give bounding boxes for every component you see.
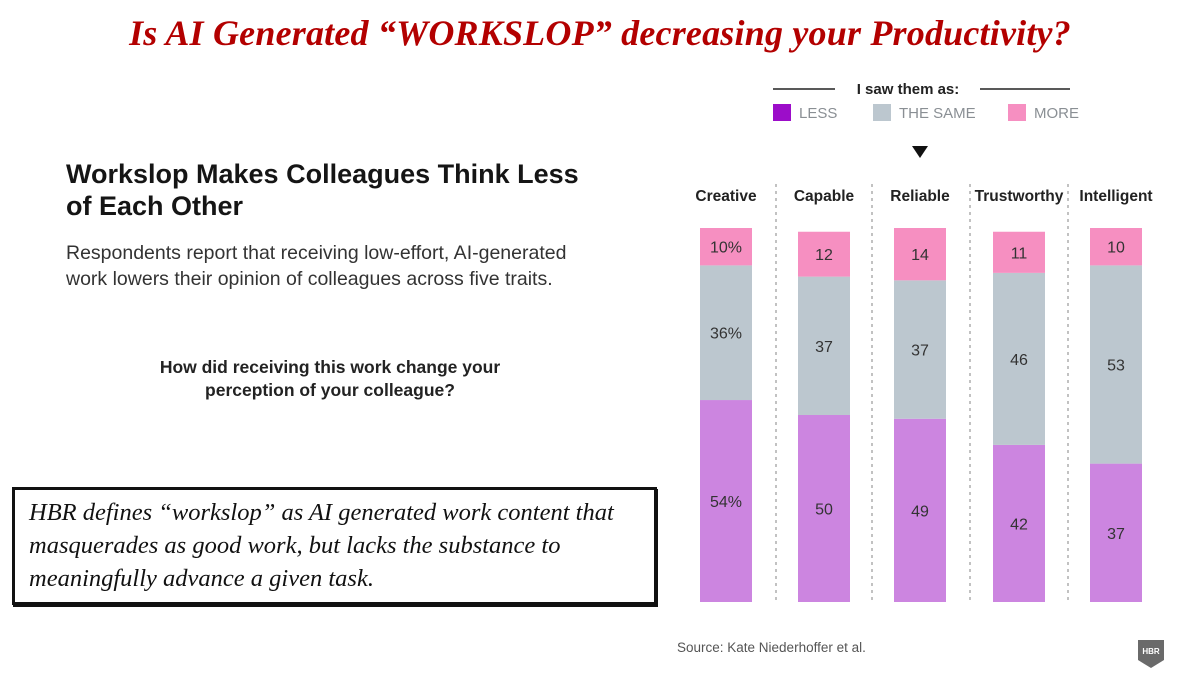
bar-capable-more xyxy=(798,231,850,277)
data-label-reliable-less: 49 xyxy=(911,503,929,520)
category-label-intelligent: Intelligent xyxy=(1079,188,1152,205)
data-label-trustworthy-the-same: 46 xyxy=(1010,352,1028,369)
bar-trustworthy-the-same xyxy=(993,272,1045,445)
bar-intelligent-the-same xyxy=(1090,265,1142,464)
source-note: Source: Kate Niederhoffer et al. xyxy=(677,640,866,655)
definition-callout: HBR defines “workslop” as AI generated w… xyxy=(12,487,657,605)
chart-subtitle: Respondents report that receiving low-ef… xyxy=(66,242,567,290)
data-label-intelligent-less: 37 xyxy=(1107,526,1125,543)
data-label-capable-less: 50 xyxy=(815,502,833,519)
hbr-logo: HBR xyxy=(1138,640,1164,668)
data-label-intelligent-the-same: 53 xyxy=(1107,358,1125,375)
legend-swatch-less xyxy=(773,104,791,121)
bar-trustworthy-more xyxy=(993,231,1045,273)
category-label-trustworthy: Trustworthy xyxy=(975,188,1064,205)
category-label-creative: Creative xyxy=(695,188,757,205)
survey-question: How did receiving this work change your … xyxy=(159,357,501,400)
data-label-capable-the-same: 37 xyxy=(815,339,833,356)
legend-title: I saw them as: xyxy=(857,81,960,98)
data-label-intelligent-more: 10 xyxy=(1107,240,1125,257)
bar-reliable-less xyxy=(894,418,946,602)
bar-creative-less xyxy=(700,400,752,602)
category-label-reliable: Reliable xyxy=(890,188,950,205)
legend-swatch-the-same xyxy=(873,104,891,121)
bar-creative-more xyxy=(700,228,752,266)
definition-text: HBR defines “workslop” as AI generated w… xyxy=(29,499,614,592)
data-label-creative-less: 54% xyxy=(710,494,742,511)
bar-creative-the-same xyxy=(700,265,752,401)
data-label-trustworthy-less: 42 xyxy=(1010,516,1028,533)
bar-capable-less xyxy=(798,415,850,602)
legend-pointer-arrow xyxy=(912,146,928,158)
stacked-bar-chart: I saw them as: LESS THE SAME MORE Creative 54… xyxy=(695,81,1153,602)
bar-trustworthy-less xyxy=(993,444,1045,602)
bar-capable-the-same xyxy=(798,276,850,415)
legend-label-more: MORE xyxy=(1034,105,1079,122)
bar-reliable-more xyxy=(894,228,946,281)
hbr-logo-text: HBR xyxy=(1142,647,1160,656)
bar-intelligent-less xyxy=(1090,463,1142,602)
category-label-capable: Capable xyxy=(794,188,855,205)
data-label-trustworthy-more: 11 xyxy=(1011,245,1028,262)
bar-reliable-the-same xyxy=(894,280,946,419)
slide-title: Is AI Generated “WORKSLOP” decreasing yo… xyxy=(129,13,1071,53)
data-label-capable-more: 12 xyxy=(815,247,833,264)
data-label-reliable-more: 14 xyxy=(911,247,929,264)
legend-label-the-same: THE SAME xyxy=(899,105,976,122)
data-label-creative-the-same: 36% xyxy=(710,326,742,343)
legend-swatch-more xyxy=(1008,104,1026,121)
legend-label-less: LESS xyxy=(799,105,837,122)
data-label-creative-more: 10% xyxy=(710,240,742,257)
bar-intelligent-more xyxy=(1090,228,1142,266)
data-label-reliable-the-same: 37 xyxy=(911,343,929,360)
chart-title: Workslop Makes Colleagues Think Less of … xyxy=(66,159,579,221)
